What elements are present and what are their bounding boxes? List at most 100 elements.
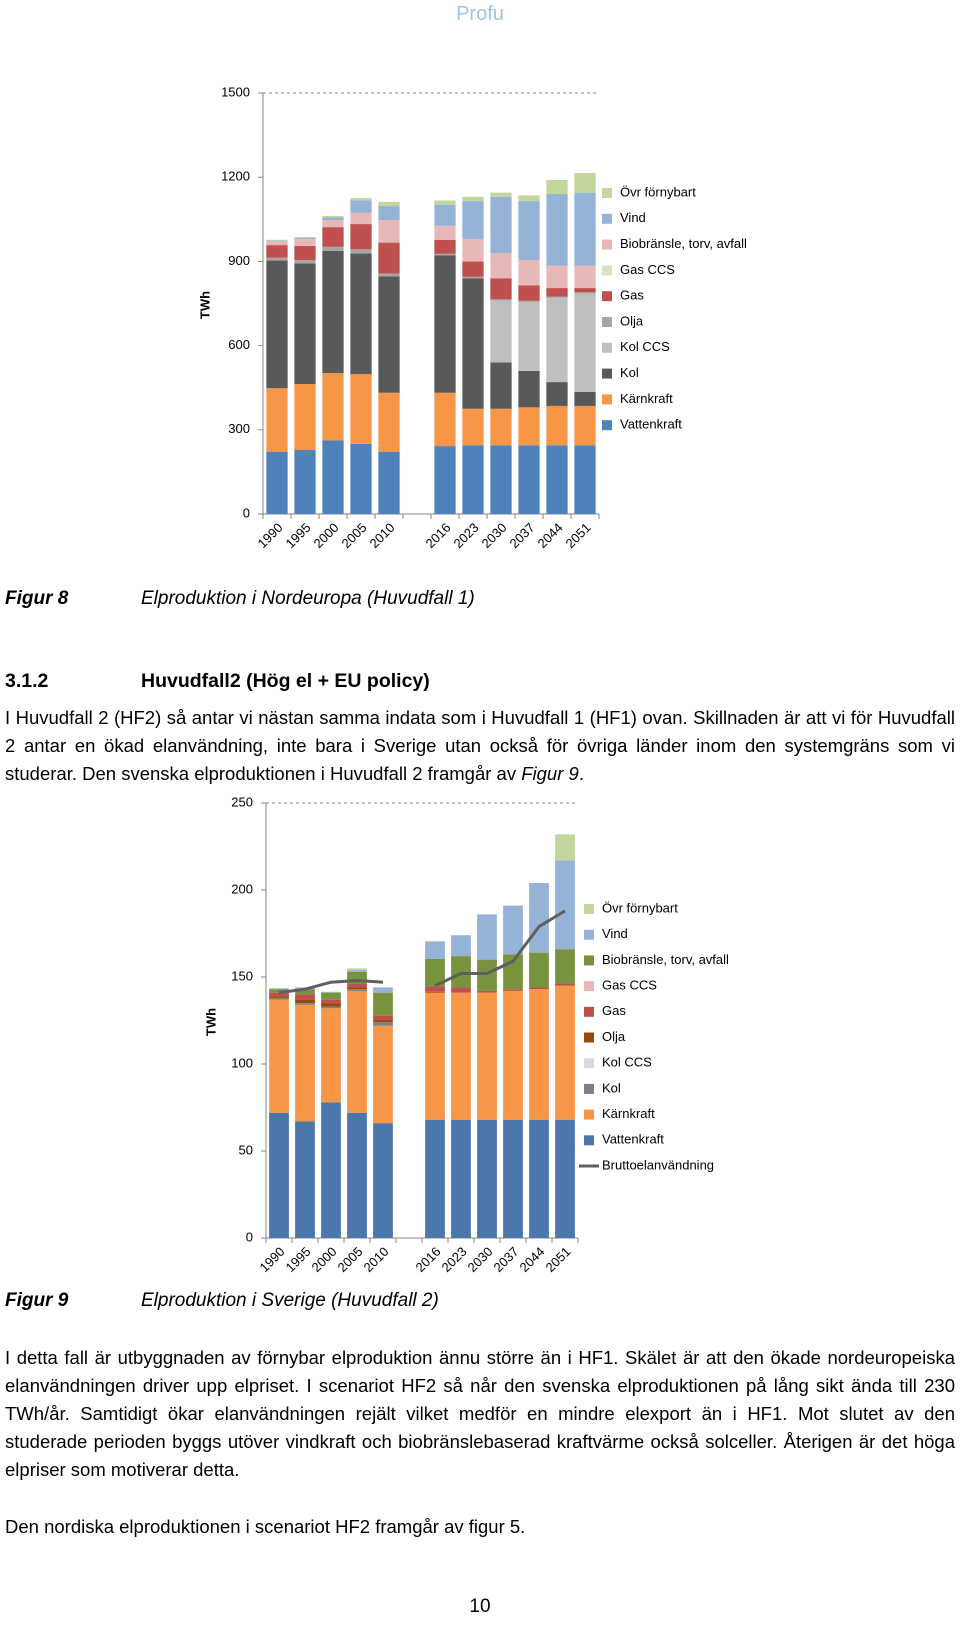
bar-segment [518, 195, 540, 202]
x-tick-label: 2037 [490, 1244, 521, 1275]
bar-segment [350, 374, 372, 444]
bar-segment [425, 958, 445, 987]
x-tick-label: 1995 [282, 520, 313, 551]
bar-segment [574, 172, 596, 193]
bar-segment [269, 1112, 289, 1238]
legend-swatch [584, 955, 594, 966]
bar-segment [518, 201, 540, 260]
x-tick-label: 2010 [366, 520, 397, 551]
bar-segment [373, 987, 393, 993]
paragraph: Den nordiska elproduktionen i scenariot … [5, 1516, 526, 1537]
bar-segment [546, 445, 568, 514]
legend-label: Biobränsle, torv, avfall [620, 236, 747, 251]
y-tick-label: 300 [228, 421, 250, 436]
bar-segment [321, 999, 341, 1004]
bar-segment [321, 992, 341, 1000]
y-tick-label: 1500 [221, 84, 250, 99]
y-tick-label: 250 [231, 794, 253, 809]
bar-segment [294, 238, 316, 246]
legend-label: Gas [602, 1003, 626, 1018]
bar-segment [321, 1003, 341, 1007]
bar-segment [294, 263, 316, 385]
caption-text: Elproduktion i Nordeuropa (Huvudfall 1) [141, 588, 475, 609]
bar-segment [322, 220, 344, 228]
bar-segment [451, 992, 471, 1120]
bar-segment [269, 988, 289, 990]
legend-label: Kärnkraft [620, 391, 673, 406]
bar-segment [434, 239, 456, 254]
bar-segment [503, 989, 523, 991]
bar-segment [294, 237, 316, 239]
legend-label: Kol [620, 365, 639, 380]
legend-swatch [602, 239, 612, 250]
bar-segment [574, 292, 596, 294]
legend-swatch [602, 213, 612, 224]
x-tick-label: 2016 [422, 520, 453, 551]
legend-label: Kol CCS [602, 1055, 652, 1070]
bar-segment [503, 905, 523, 955]
bar-segment [518, 300, 540, 303]
bar-segment [269, 989, 289, 993]
legend-label: Övr förnybart [602, 900, 678, 915]
bar-segment [477, 990, 497, 993]
line [278, 978, 384, 995]
bar-segment [477, 992, 497, 1120]
page-number: 10 [469, 1596, 491, 1617]
legend-swatch [602, 188, 612, 198]
bar-segment [425, 941, 445, 959]
bar-segment [451, 935, 471, 957]
bar-segment [378, 242, 400, 274]
legend-swatch [584, 1032, 594, 1043]
x-tick-label: 1995 [282, 1244, 313, 1275]
bar-segment [462, 196, 484, 202]
x-tick-label: 2044 [516, 1244, 547, 1275]
paragraph: I detta fall är utbyggnaden av förnybar … [5, 1347, 955, 1480]
bar-segment [546, 405, 568, 446]
bar-segment [347, 987, 367, 990]
bar-segment [347, 1112, 367, 1238]
legend-label: Gas [620, 288, 644, 303]
bar-segment [490, 299, 512, 301]
x-tick-label: 2044 [534, 520, 565, 551]
bar-segment [322, 215, 344, 218]
bar-segment [350, 224, 372, 250]
bar-segment [503, 990, 523, 1120]
bar-segment [490, 196, 512, 253]
legend-swatch [602, 368, 612, 379]
x-tick-label: 2030 [464, 1244, 495, 1275]
bar-segment [462, 261, 484, 277]
bar-segment [518, 259, 540, 286]
paragraph: I Huvudfall 2 (HF2) så antar vi nästan s… [5, 704, 955, 788]
bar-segment [529, 952, 549, 988]
legend-swatch [584, 981, 594, 992]
bar-segment [434, 255, 456, 393]
y-tick-label: 0 [243, 505, 250, 520]
legend-label: Övr förnybart [620, 184, 696, 199]
bar-segment [321, 1006, 341, 1009]
legend-swatch [584, 929, 594, 940]
bar-segment [295, 999, 315, 1004]
bar-segment [518, 370, 540, 408]
x-tick-label: 2051 [542, 1244, 573, 1275]
bar-segment [266, 257, 288, 261]
section-number: 3.1.2 [5, 670, 49, 692]
legend-label: Olja [602, 1029, 626, 1044]
paragraph-end: . [578, 763, 584, 784]
x-tick-label: 1990 [254, 520, 285, 551]
legend-swatch [584, 904, 594, 914]
x-tick-label: 2010 [360, 1244, 391, 1275]
section-title: Huvudfall2 (Hög el + EU policy) [141, 670, 430, 692]
bar-segment [347, 970, 367, 972]
bar-segment [294, 450, 316, 514]
bar-segment [266, 240, 288, 246]
y-tick-label: 900 [228, 253, 250, 268]
legend-swatch [584, 1083, 594, 1094]
bar-segment [350, 253, 372, 375]
bar-segment [321, 1102, 341, 1238]
legend-label: Kol [602, 1080, 621, 1095]
y-tick-label: 150 [231, 968, 253, 983]
legend-label: Vind [602, 926, 628, 941]
bar-segment [266, 260, 288, 389]
bar-segment [574, 391, 596, 406]
figure-ref: Figur 9 [521, 763, 579, 784]
